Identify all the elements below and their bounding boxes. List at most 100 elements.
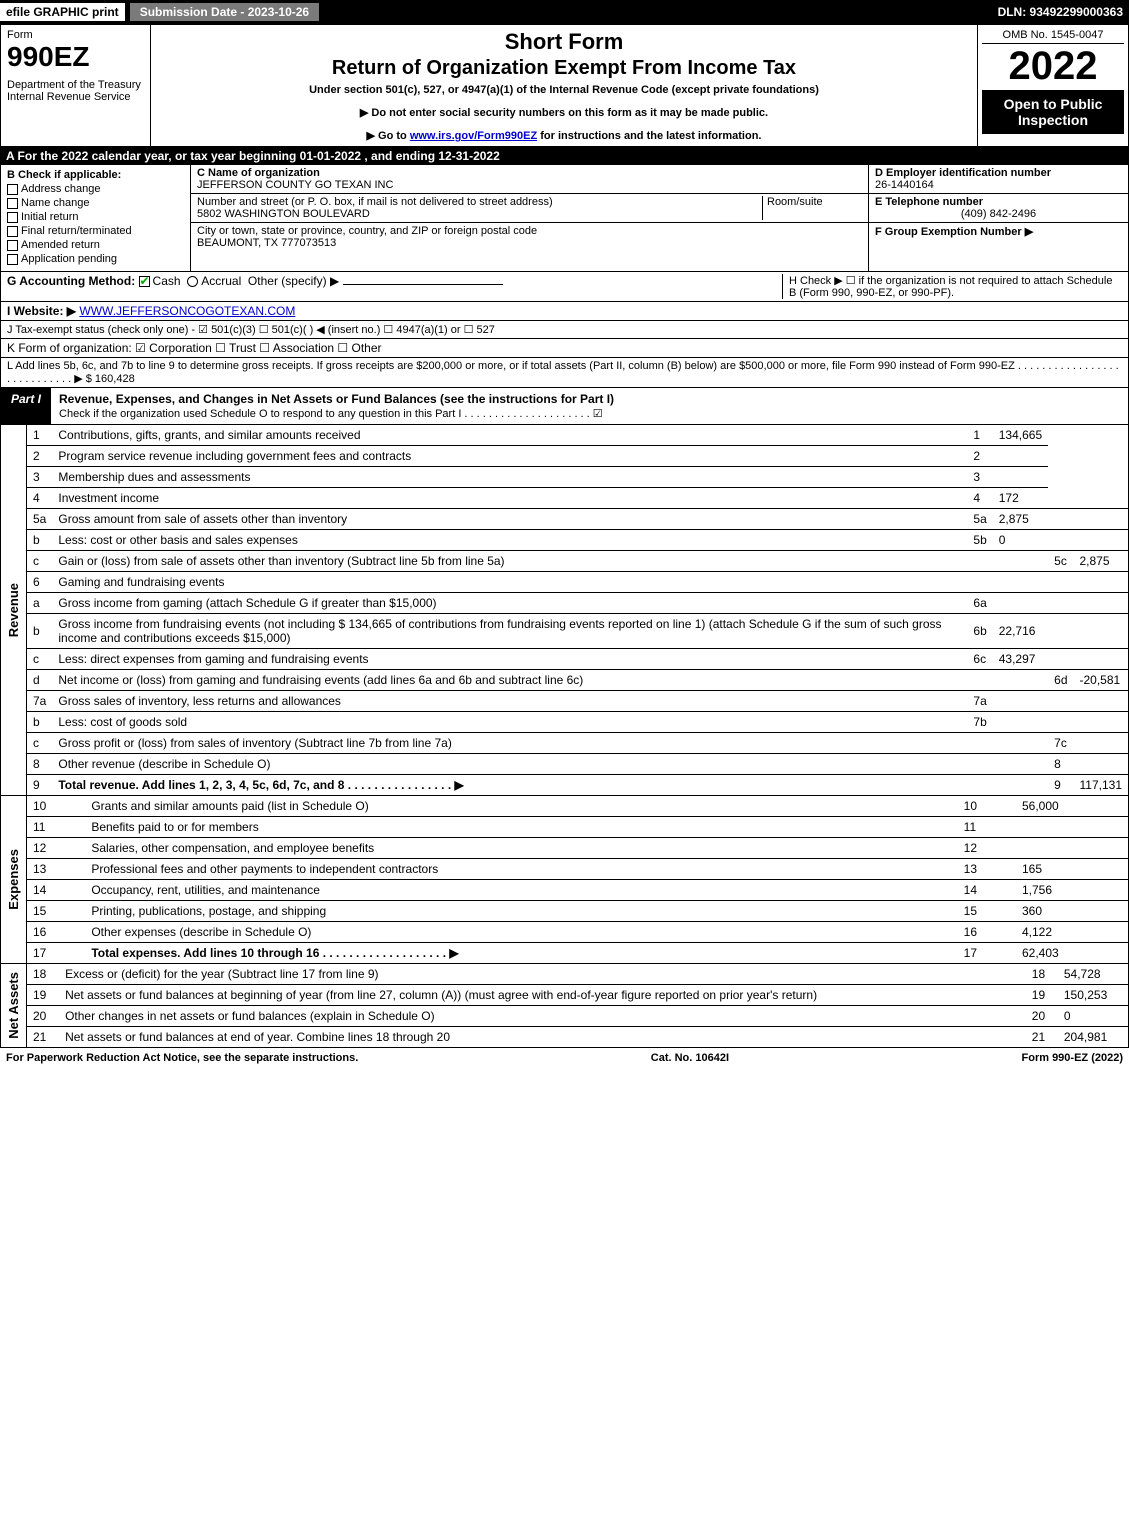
footer-left: For Paperwork Reduction Act Notice, see … [6,1052,358,1064]
form-label: Form [7,29,144,41]
d-ein-value: 26-1440164 [875,179,1122,191]
table-row: 17Total expenses. Add lines 10 through 1… [27,943,1128,964]
val-18: 54,728 [1058,964,1128,985]
val-14: 1,756 [1016,880,1128,901]
val-1: 134,665 [993,425,1048,446]
col-d-ein: D Employer identification number 26-1440… [868,165,1128,271]
dln-label: DLN: 93492299000363 [998,5,1129,19]
g-accrual: Accrual [201,274,241,288]
expenses-section: Expenses 10Grants and similar amounts pa… [0,796,1129,964]
submission-date: Submission Date - 2023-10-26 [129,2,320,22]
cb-address-change[interactable]: Address change [7,183,184,195]
c-addr-label: Number and street (or P. O. box, if mail… [197,196,762,208]
c-city-label: City or town, state or province, country… [197,225,862,237]
val-15: 360 [1016,901,1128,922]
revenue-section: Revenue 1Contributions, gifts, grants, a… [0,425,1129,796]
note-goto: ▶ Go to www.irs.gov/Form990EZ for instru… [159,129,969,142]
g-label: G Accounting Method: [7,274,135,288]
efile-label[interactable]: efile GRAPHIC print [0,3,125,21]
netassets-side-label: Net Assets [1,964,27,1047]
cb-final-return[interactable]: Final return/terminated [7,225,184,237]
cb-name-change[interactable]: Name change [7,197,184,209]
val-10: 56,000 [1016,796,1128,817]
b-title: B Check if applicable: [7,169,184,181]
note-ssn: ▶ Do not enter social security numbers o… [159,106,969,119]
row-a-period: A For the 2022 calendar year, or tax yea… [0,147,1129,165]
footer-formno: Form 990-EZ (2022) [1022,1052,1124,1064]
department-label: Department of the Treasury Internal Reve… [7,79,144,103]
val-17: 62,403 [1016,943,1128,964]
h-text: H Check ▶ ☐ if the organization is not r… [782,274,1122,299]
val-5c: 2,875 [1074,551,1129,572]
table-row: dNet income or (loss) from gaming and fu… [27,670,1128,691]
table-row: cGain or (loss) from sale of assets othe… [27,551,1128,572]
note2-post: for instructions and the latest informat… [537,130,761,142]
irs-link[interactable]: www.irs.gov/Form990EZ [410,130,537,142]
netassets-section: Net Assets 18Excess or (deficit) for the… [0,964,1129,1048]
header-middle: Short Form Return of Organization Exempt… [151,25,978,146]
open-inspection: Open to Public Inspection [982,90,1124,134]
val-9: 117,131 [1074,775,1129,796]
c-addr-value: 5802 WASHINGTON BOULEVARD [197,208,762,220]
table-row: 4Investment income4172 [27,488,1128,509]
table-row: cGross profit or (loss) from sales of in… [27,733,1128,754]
table-row: 11Benefits paid to or for members11 [27,817,1128,838]
table-row: 12Salaries, other compensation, and empl… [27,838,1128,859]
table-row: 3Membership dues and assessments3 [27,467,1128,488]
tax-year: 2022 [982,44,1124,88]
short-form-title: Short Form [159,29,969,55]
part1-header: Part I Revenue, Expenses, and Changes in… [0,388,1129,425]
cb-application-pending[interactable]: Application pending [7,253,184,265]
part1-check-text: Check if the organization used Schedule … [59,408,603,420]
page-footer: For Paperwork Reduction Act Notice, see … [0,1048,1129,1068]
e-tel-value: (409) 842-2496 [875,208,1122,220]
table-row: 8Other revenue (describe in Schedule O)8 [27,754,1128,775]
val-5a: 2,875 [993,509,1048,530]
val-6c: 43,297 [993,649,1048,670]
top-bar: efile GRAPHIC print Submission Date - 20… [0,0,1129,24]
val-6b: 22,716 [993,614,1048,649]
g-cash: Cash [153,274,181,288]
table-row: bLess: cost or other basis and sales exp… [27,530,1128,551]
table-row: 18Excess or (deficit) for the year (Subt… [27,964,1128,985]
g-cash-check[interactable] [139,276,150,287]
under-section: Under section 501(c), 527, or 4947(a)(1)… [159,84,969,96]
table-row: 21Net assets or fund balances at end of … [27,1027,1128,1048]
expenses-side-label: Expenses [1,796,27,963]
table-row: 19Net assets or fund balances at beginni… [27,985,1128,1006]
table-row: 16Other expenses (describe in Schedule O… [27,922,1128,943]
website-link[interactable]: WWW.JEFFERSONCOGOTEXAN.COM [79,304,295,318]
form-number: 990EZ [7,41,144,73]
val-20: 0 [1058,1006,1128,1027]
cb-amended-return[interactable]: Amended return [7,239,184,251]
i-label: I Website: ▶ [7,304,76,318]
header-left: Form 990EZ Department of the Treasury In… [1,25,151,146]
table-row: 5aGross amount from sale of assets other… [27,509,1128,530]
omb-number: OMB No. 1545-0047 [982,27,1124,44]
note2-pre: ▶ Go to [367,130,410,142]
val-21: 204,981 [1058,1027,1128,1048]
row-l: L Add lines 5b, 6c, and 7b to line 9 to … [0,358,1129,388]
f-group-label: F Group Exemption Number ▶ [875,225,1122,238]
val-13: 165 [1016,859,1128,880]
col-c-org: C Name of organization JEFFERSON COUNTY … [191,165,868,271]
g-accrual-radio[interactable] [187,276,198,287]
row-i: I Website: ▶ WWW.JEFFERSONCOGOTEXAN.COM [0,302,1129,321]
table-row: 13Professional fees and other payments t… [27,859,1128,880]
part1-title: Revenue, Expenses, and Changes in Net As… [51,388,1128,424]
col-b-checkboxes: B Check if applicable: Address change Na… [1,165,191,271]
table-row: aGross income from gaming (attach Schedu… [27,593,1128,614]
table-row: cLess: direct expenses from gaming and f… [27,649,1128,670]
form-header: Form 990EZ Department of the Treasury In… [0,24,1129,147]
val-4: 172 [993,488,1048,509]
val-19: 150,253 [1058,985,1128,1006]
footer-catno: Cat. No. 10642I [651,1052,729,1064]
table-row: 6Gaming and fundraising events [27,572,1128,593]
c-city-value: BEAUMONT, TX 777073513 [197,237,862,249]
revenue-side-label: Revenue [1,425,27,795]
val-5b: 0 [993,530,1048,551]
val-16: 4,122 [1016,922,1128,943]
cb-initial-return[interactable]: Initial return [7,211,184,223]
table-row: 15Printing, publications, postage, and s… [27,901,1128,922]
val-6d: -20,581 [1074,670,1129,691]
